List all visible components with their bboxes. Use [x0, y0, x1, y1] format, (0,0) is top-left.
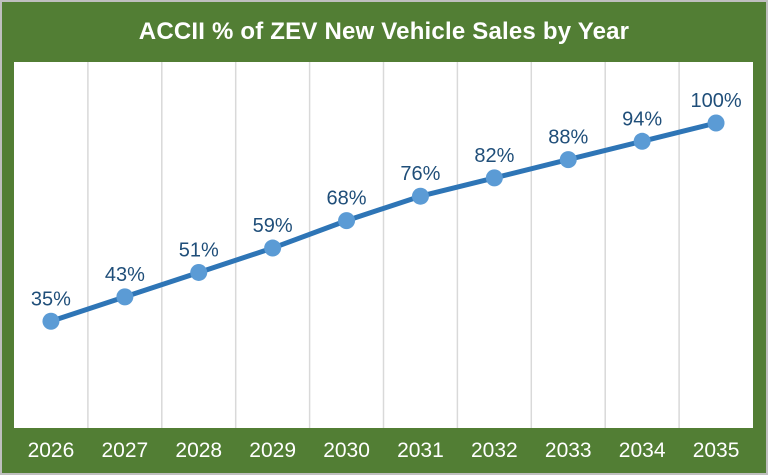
series-line: [48, 120, 719, 324]
data-label: 51%: [179, 239, 219, 261]
x-axis-label: 2031: [397, 439, 444, 462]
data-point-marker: [633, 132, 651, 150]
x-axis-label: 2030: [323, 439, 370, 462]
x-axis-label: 2035: [693, 439, 740, 462]
data-point-marker: [338, 212, 356, 230]
x-axis-label: 2032: [471, 439, 518, 462]
data-point-marker: [485, 169, 503, 187]
data-label: 88%: [548, 127, 588, 149]
data-label: 76%: [400, 163, 440, 185]
data-point-marker: [559, 151, 577, 169]
data-label: 100%: [690, 90, 741, 112]
data-label: 59%: [253, 215, 293, 237]
data-label: 94%: [622, 108, 662, 130]
x-axis-label: 2034: [619, 439, 666, 462]
data-label: 82%: [474, 145, 514, 167]
data-point-marker: [264, 239, 282, 257]
chart-title: ACCII % of ZEV New Vehicle Sales by Year: [138, 18, 630, 45]
data-point-marker: [190, 263, 208, 281]
x-axis-label: 2033: [545, 439, 592, 462]
data-point-marker: [707, 114, 725, 132]
x-axis-label: 2028: [175, 439, 222, 462]
data-label: 43%: [105, 264, 145, 286]
data-point-marker: [42, 312, 60, 330]
x-axis-label: 2029: [249, 439, 296, 462]
data-label: 35%: [31, 288, 71, 310]
x-axis-label: 2027: [101, 439, 148, 462]
data-point-marker: [411, 187, 429, 205]
x-axis-label: 2026: [28, 439, 75, 462]
data-label: 68%: [327, 188, 367, 210]
data-point-marker: [116, 288, 134, 306]
